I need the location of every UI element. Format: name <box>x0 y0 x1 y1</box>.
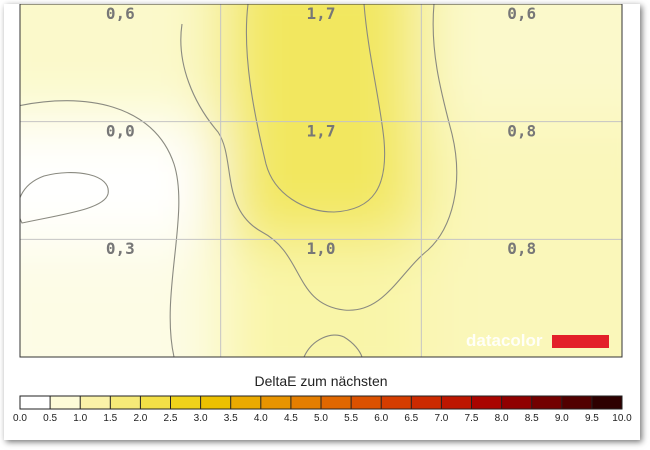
colorbar-swatch-3 <box>110 396 141 409</box>
heat-cell-r0c2 <box>421 4 622 123</box>
colorbar-swatch-7 <box>230 396 262 409</box>
heat-cell-r1c0 <box>20 121 222 241</box>
colorbar-tick-label-2: 1.0 <box>73 413 87 424</box>
colorbar-swatch-15 <box>471 396 503 409</box>
heat-cell-r0c0 <box>20 4 222 123</box>
colorbar-tick-label-8: 4.0 <box>254 413 268 424</box>
heat-cell-r1c1 <box>220 121 423 241</box>
colorbar-tick-label-1: 0.5 <box>43 413 57 424</box>
cell-value-r2c0: 0,3 <box>106 239 135 258</box>
chart-frame: 0,6 1,7 0,6 0,0 1,7 0,8 0,3 1,0 0,8 datacolor De… <box>4 4 640 440</box>
colorbar-tick-label-20: 10.0 <box>612 413 632 424</box>
colorbar-swatch-17 <box>531 396 563 409</box>
colorbar-swatch-11 <box>351 396 382 409</box>
colorbar-tick-label-12: 6.0 <box>374 413 388 424</box>
watermark-bar <box>552 335 609 348</box>
colorbar-swatch-5 <box>170 396 202 409</box>
colorbar-tick-label-9: 4.5 <box>284 413 298 424</box>
cell-value-r0c1: 1,7 <box>307 4 336 23</box>
colorbar-swatch-4 <box>140 396 171 409</box>
colorbar-swatch-6 <box>200 396 232 409</box>
colorbar-swatch-10 <box>321 396 352 409</box>
colorbar-swatch-1 <box>50 396 81 409</box>
colorbar-tick-label-0: 0.0 <box>13 413 27 424</box>
cell-value-r0c0: 0,6 <box>106 4 135 23</box>
contour-line-1 <box>20 172 109 224</box>
contour-line-5 <box>303 334 363 357</box>
colorbar-tick-label-6: 3.0 <box>194 413 208 424</box>
contour-line-2 <box>20 100 180 357</box>
colorbar-tick-label-11: 5.5 <box>344 413 358 424</box>
heat-cell-r2c2 <box>421 239 622 357</box>
heat-cell-r0c1 <box>220 4 423 123</box>
cell-values: 0,6 1,7 0,6 0,0 1,7 0,8 0,3 1,0 0,8 <box>106 4 536 258</box>
plot-border <box>19 4 623 358</box>
colorbar-tick-label-17: 8.5 <box>525 413 539 424</box>
colorbar-swatch-0 <box>20 396 51 409</box>
colorbar-swatch-9 <box>290 396 322 409</box>
colorbar-tick-label-16: 8.0 <box>495 413 509 424</box>
colorbar-swatch-19 <box>591 396 623 409</box>
colorbar-swatch-18 <box>561 396 593 409</box>
heat-cell-r1c2 <box>421 121 622 241</box>
colorbar-tick-label-10: 5.0 <box>314 413 328 424</box>
colorbar-tick-label-13: 6.5 <box>404 413 418 424</box>
colorbar-tick-label-7: 3.5 <box>224 413 238 424</box>
heatmap-surface <box>20 4 622 357</box>
colorbar-tick-label-14: 7.0 <box>434 413 448 424</box>
colorbar-swatch-8 <box>260 396 292 409</box>
datacolor-watermark: datacolor <box>466 331 609 350</box>
colorbar-swatch-12 <box>381 396 412 409</box>
cell-value-r1c1: 1,7 <box>307 122 336 141</box>
colorbar-tick-label-15: 7.5 <box>465 413 479 424</box>
cell-value-r0c2: 0,6 <box>507 4 536 23</box>
colorbar-tick-label-3: 1.5 <box>103 413 117 424</box>
contour-lines <box>20 4 458 357</box>
cell-value-r1c0: 0,0 <box>106 122 135 141</box>
heat-cell-r2c0 <box>20 239 222 357</box>
colorbar-tick-label-18: 9.0 <box>555 413 569 424</box>
colorbar-tick-label-4: 2.0 <box>133 413 147 424</box>
colorbar-swatch-13 <box>411 396 442 409</box>
cell-value-r2c1: 1,0 <box>307 239 336 258</box>
colorbar-swatch-2 <box>80 396 111 409</box>
plot-grid <box>20 4 622 357</box>
cell-value-r1c2: 0,8 <box>507 122 536 141</box>
heat-cell-r2c1 <box>220 239 423 357</box>
cell-value-r2c2: 0,8 <box>507 239 536 258</box>
watermark-text: datacolor <box>466 331 543 350</box>
colorbar-swatch-14 <box>441 396 472 409</box>
colorbar-title: DeltaE zum nächsten <box>254 373 387 389</box>
contour-line-3 <box>180 4 458 311</box>
heat-blur-group <box>20 4 622 357</box>
contour-line-4 <box>245 4 386 213</box>
colorbar: 0.0 0.5 1.0 1.5 2.0 2.5 3.0 3.5 4.0 4.5 5.0 5.5 6.0 6… <box>13 395 632 424</box>
chart-svg: 0,6 1,7 0,6 0,0 1,7 0,8 0,3 1,0 0,8 datacolor De… <box>13 4 632 424</box>
colorbar-swatch-16 <box>501 396 533 409</box>
colorbar-tick-label-19: 9.5 <box>585 413 599 424</box>
colorbar-tick-label-5: 2.5 <box>164 413 178 424</box>
